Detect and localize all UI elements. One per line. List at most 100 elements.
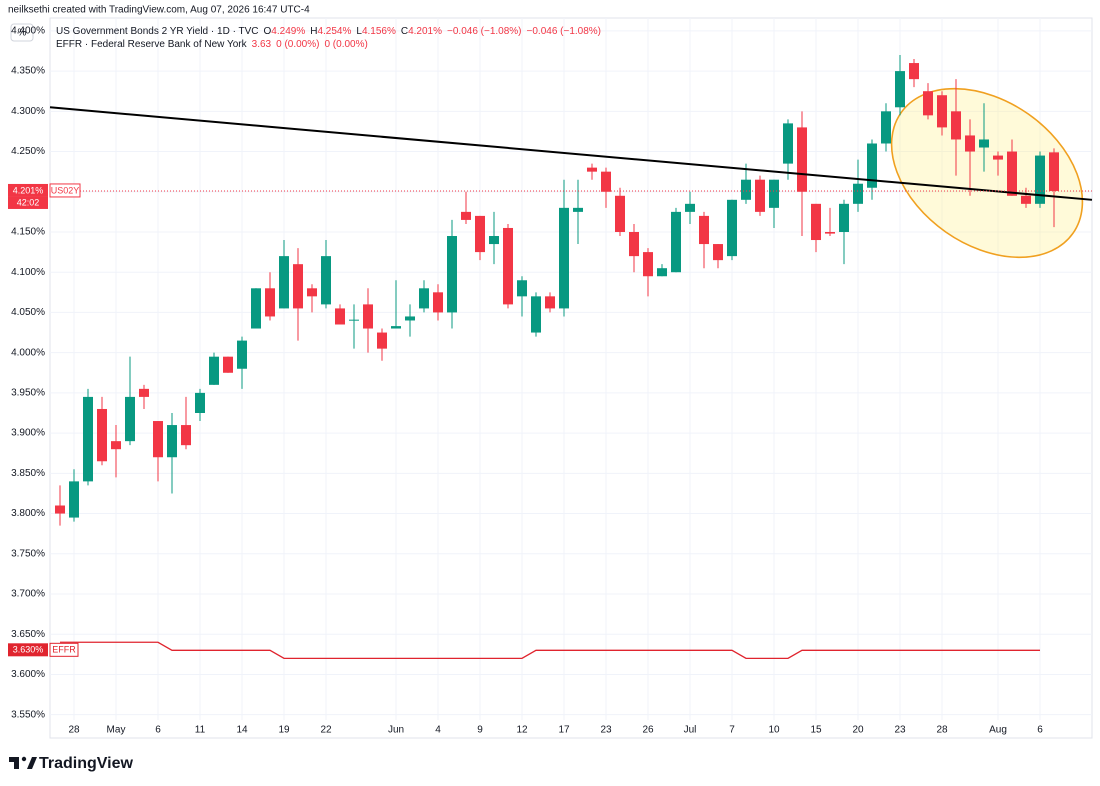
candle-body <box>923 91 933 116</box>
y-tick-label: 3.900% <box>11 428 45 439</box>
candle-body <box>153 421 163 458</box>
legend-value: 0 (0.00%) <box>324 39 367 50</box>
candle-body <box>139 388 149 397</box>
candle-body <box>629 231 639 257</box>
candle-body <box>993 155 1003 160</box>
candle-body <box>839 203 849 232</box>
candle-body <box>783 123 793 164</box>
candle-body <box>111 441 121 450</box>
candle-body <box>517 280 527 297</box>
candle-body <box>475 215 485 253</box>
candle-body <box>251 288 261 329</box>
candle-body <box>97 408 107 462</box>
legend-line: EFFR · Federal Reserve Bank of New York 3… <box>56 39 368 50</box>
candle-body <box>125 396 135 442</box>
effr-symbol-badge <box>49 642 79 657</box>
candle-body <box>223 356 233 373</box>
candle-body <box>293 264 303 309</box>
legend-value: 4.249% <box>271 26 305 37</box>
candle-body <box>1035 155 1045 204</box>
x-tick-label: 22 <box>320 725 332 736</box>
legend-value: −0.046 (−1.08%) <box>447 26 522 37</box>
y-tick-label: 4.350% <box>11 66 45 77</box>
candle-body <box>545 296 555 309</box>
y-tick-label: 4.150% <box>11 227 45 238</box>
brand-logo <box>9 756 37 769</box>
legend-value: −0.046 (−1.08%) <box>527 26 602 37</box>
y-tick-label: 3.850% <box>11 468 45 479</box>
legend-key: L <box>356 26 362 37</box>
scale-button[interactable] <box>10 23 34 42</box>
candle-body <box>405 316 415 321</box>
candle-body <box>279 256 289 309</box>
candle-body <box>643 252 653 277</box>
y-tick-label: 4.050% <box>11 307 45 318</box>
x-tick-label: 7 <box>729 725 735 736</box>
y-tick-label: 4.300% <box>11 106 45 117</box>
y-tick-label: 3.700% <box>11 589 45 600</box>
y-tick-label: 4.400% <box>11 26 45 37</box>
legend-line: US Government Bonds 2 YR Yield · 1D · TV… <box>56 26 601 37</box>
x-tick-label: 9 <box>477 725 483 736</box>
candle-body <box>727 199 737 257</box>
highlight-ellipse <box>890 87 1084 259</box>
candle-body <box>321 256 331 305</box>
candle-body <box>391 326 401 329</box>
legend-value: 4.156% <box>362 26 396 37</box>
candle-body <box>587 167 597 172</box>
candle-body <box>265 288 275 317</box>
candle-body <box>531 296 541 333</box>
candle-body <box>881 111 891 144</box>
candle-body <box>699 215 709 245</box>
candle-body <box>685 203 695 212</box>
candle-body <box>853 183 863 204</box>
candle-body <box>167 425 177 458</box>
symbol-badge <box>49 183 81 198</box>
legend-value: 3.63 <box>252 39 272 50</box>
trend-line <box>49 106 1093 201</box>
x-tick-label: 28 <box>936 725 948 736</box>
candle-body <box>825 231 835 234</box>
candle-body <box>601 171 611 192</box>
candle-body <box>867 143 877 188</box>
candle-body <box>181 425 191 446</box>
x-tick-label: 12 <box>516 725 528 736</box>
candle-body <box>433 292 443 313</box>
y-tick-label: 3.600% <box>11 669 45 680</box>
candle-body <box>349 319 359 321</box>
candle-body <box>503 227 513 305</box>
y-tick-label: 3.950% <box>11 388 45 399</box>
y-tick-label: 4.000% <box>11 347 45 358</box>
legend-key: C <box>401 26 408 37</box>
candle-body <box>83 396 93 482</box>
legend-value: 4.254% <box>317 26 351 37</box>
y-tick-label: 3.750% <box>11 548 45 559</box>
candle-body <box>335 308 345 325</box>
x-tick-label: 19 <box>278 725 290 736</box>
candle-body <box>209 356 219 385</box>
candle-body <box>797 127 807 192</box>
x-tick-label: 14 <box>236 725 248 736</box>
candle-body <box>657 268 667 277</box>
x-tick-label: 23 <box>894 725 906 736</box>
candle-body <box>769 179 779 208</box>
candle-body <box>195 392 205 413</box>
candle-body <box>1049 152 1059 191</box>
candle-body <box>895 71 905 108</box>
candle-body <box>1007 151 1017 196</box>
candle-body <box>559 207 569 309</box>
x-tick-label: 6 <box>1037 725 1043 736</box>
candle-body <box>69 481 79 518</box>
x-tick-label: 6 <box>155 725 161 736</box>
x-tick-label: 4 <box>435 725 441 736</box>
candle-body <box>937 95 947 128</box>
symbol-badge-label: US02Y <box>51 185 80 195</box>
candle-body <box>713 244 723 261</box>
legend-value: 0 (0.00%) <box>276 39 319 50</box>
candle-body <box>1021 195 1031 204</box>
candle-body <box>363 304 373 329</box>
legend-suffix: · 1D · TVC <box>208 26 258 37</box>
x-tick-label: 17 <box>558 725 570 736</box>
candle-body <box>55 505 65 514</box>
